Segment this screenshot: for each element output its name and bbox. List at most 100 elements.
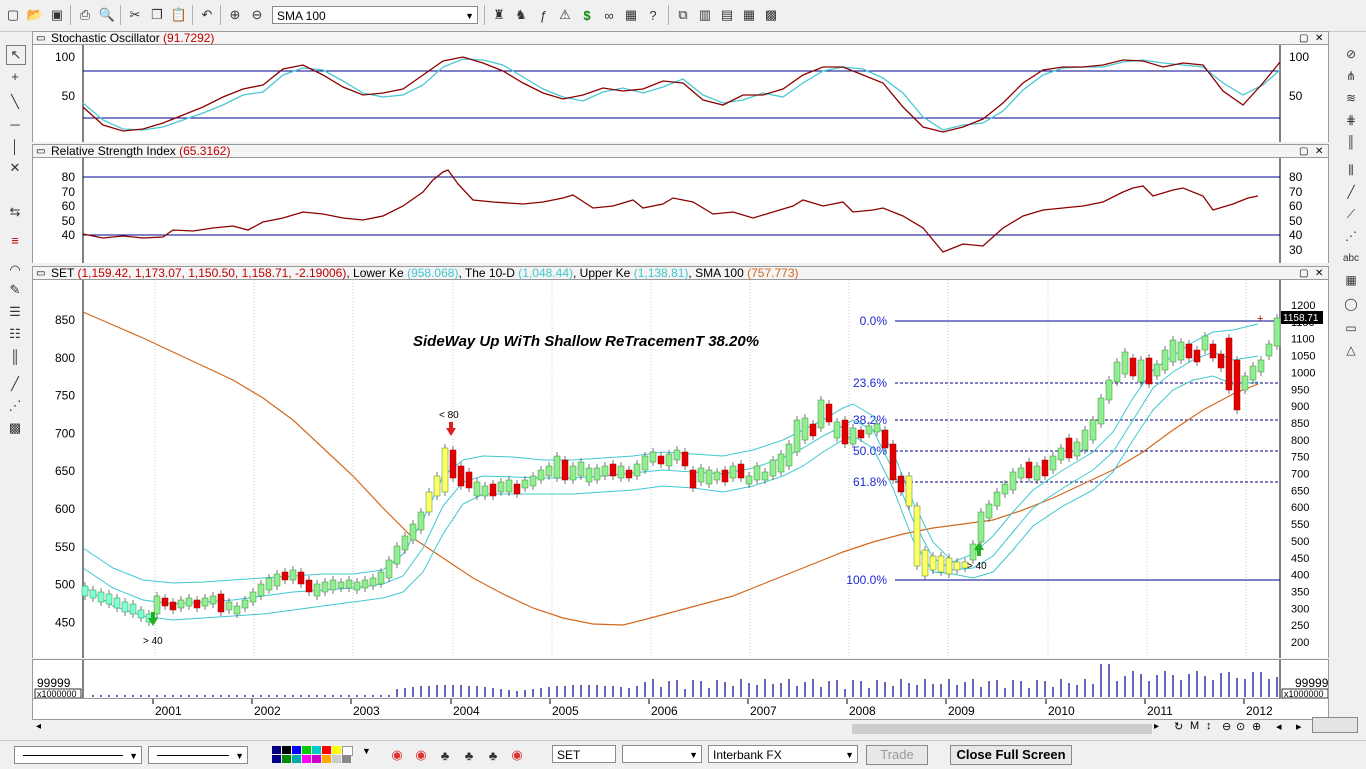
tile-grid-icon[interactable]: ▦ (742, 7, 756, 22)
color-swatch[interactable] (332, 746, 341, 754)
regression-icon[interactable]: ≋ (1345, 91, 1357, 105)
group-icon[interactable]: ♣ (440, 747, 450, 763)
color-swatch[interactable] (282, 755, 291, 763)
close-icon[interactable]: ✕ (1315, 33, 1324, 44)
paste-icon[interactable]: 📋 (170, 7, 188, 22)
gann-icon[interactable]: ⊘ (1345, 47, 1357, 61)
help-icon[interactable]: ? (649, 7, 657, 23)
cycle-icon[interactable]: ⫼ (1348, 162, 1354, 177)
color-swatch[interactable] (302, 746, 311, 754)
dollar-icon[interactable]: $ (583, 7, 591, 23)
page-right-icon[interactable]: ▸ (1296, 721, 1302, 733)
arc-icon[interactable]: ◠ (9, 262, 21, 277)
color-swatch[interactable] (272, 746, 281, 754)
color-swatch[interactable] (272, 755, 281, 763)
fan-icon[interactable]: ⋰ (8, 398, 22, 413)
indicator-icon[interactable]: ♞ (515, 7, 527, 22)
chrome-icon[interactable]: ◉ (511, 747, 523, 762)
feed-select[interactable]: Interbank FX ▼ (708, 745, 858, 763)
close-full-screen-button[interactable]: Close Full Screen (950, 745, 1072, 765)
vertical-resize-icon[interactable]: ↕ (1206, 720, 1212, 732)
crosshair-icon[interactable]: ⊕ (229, 7, 241, 22)
color-swatch[interactable] (292, 746, 301, 754)
zoom-icon[interactable]: ⊖ (251, 7, 263, 22)
indicator-select[interactable]: SMA 100 ▼ (272, 6, 478, 24)
chrome-icon[interactable]: ◉ (415, 747, 427, 762)
color-swatch[interactable] (322, 755, 331, 763)
crosshair-tool-icon[interactable]: + (11, 68, 19, 84)
close-icon[interactable]: ✕ (1315, 268, 1324, 279)
line-tool-icon[interactable]: ╱ (11, 376, 19, 391)
color-swatch[interactable] (292, 755, 301, 763)
new-file-icon[interactable]: ▢ (6, 7, 20, 22)
tile-vertical-icon[interactable]: ▥ (698, 7, 712, 22)
zoom-in-icon[interactable]: ⊕ (1252, 721, 1262, 733)
overview-thumbnail[interactable] (1312, 717, 1358, 733)
pencil-icon[interactable]: ✎ (9, 282, 21, 297)
scroll-left-icon[interactable]: ◂ (36, 721, 42, 732)
horizontal-scrollbar[interactable]: ◂ ▸ (32, 720, 1162, 738)
table-icon[interactable]: ▦ (624, 7, 638, 22)
cross-tool-icon[interactable]: ✕ (9, 160, 21, 175)
cut-icon[interactable]: ✂ (129, 7, 141, 22)
bars-icon[interactable]: ║ (10, 348, 20, 364)
group-icon[interactable]: ♣ (464, 747, 474, 763)
scroll-right-icon[interactable]: ▸ (1154, 721, 1160, 732)
vertical-line-icon[interactable]: │ (10, 138, 20, 154)
color-swatch[interactable] (312, 755, 321, 763)
color-swatch[interactable] (302, 755, 311, 763)
refresh-icon[interactable]: ↻ (1174, 721, 1184, 733)
rectangle-icon[interactable]: ▭ (1345, 321, 1357, 335)
ray-fan-icon[interactable]: ⟋ (1346, 206, 1356, 221)
undo-icon[interactable]: ↶ (201, 7, 213, 22)
pointer-icon[interactable]: ↖ (6, 45, 26, 65)
close-icon[interactable]: ✕ (1315, 146, 1324, 157)
maximize-icon[interactable]: ▢ (1299, 268, 1309, 279)
flag-icon[interactable]: ≡ (11, 232, 19, 248)
panel-menu-icon[interactable]: ▭ (36, 146, 46, 157)
grid-tool-icon[interactable]: ▩ (8, 420, 22, 435)
cascade-icon[interactable]: ⧉ (678, 7, 688, 22)
print-icon[interactable]: ⎙ (79, 7, 91, 22)
print-preview-icon[interactable]: 🔍 (98, 7, 116, 22)
text-tool-icon[interactable]: abc (1342, 252, 1360, 264)
speed-lines-icon[interactable]: ⋰ (1345, 229, 1357, 243)
ellipse-icon[interactable]: ◯ (1344, 297, 1358, 311)
tile-horizontal-icon[interactable]: ▤ (720, 7, 734, 22)
symbol-input[interactable]: SET (552, 745, 616, 763)
period-select[interactable]: ▼ (622, 745, 702, 763)
save-icon[interactable]: ▣ (50, 7, 64, 22)
color-swatch[interactable] (342, 755, 351, 763)
channel-icon[interactable]: ⋕ (1345, 113, 1357, 127)
zoom-out-icon[interactable]: ⊖ (1222, 721, 1232, 733)
color-swatch[interactable] (282, 746, 291, 754)
group-icon[interactable]: ♣ (488, 747, 498, 763)
line-width-select[interactable]: ▼ (148, 746, 248, 764)
color-swatch[interactable] (332, 755, 341, 763)
ray-icon[interactable]: ╱ (1347, 185, 1355, 199)
page-left-icon[interactable]: ◂ (1276, 721, 1282, 733)
grid-tool-icon[interactable]: ▦ (1345, 273, 1357, 287)
bars-tool-icon[interactable]: ║ (1346, 135, 1356, 149)
line-style-select[interactable]: ▼ (14, 746, 142, 764)
color-swatch[interactable] (322, 746, 331, 754)
fib-fan-icon[interactable]: ☷ (9, 326, 21, 341)
monthly-button[interactable]: M (1190, 720, 1200, 732)
panel-menu-icon[interactable]: ▭ (36, 268, 46, 279)
trade-button[interactable]: Trade (866, 745, 928, 765)
pitchfork-icon[interactable]: ⋔ (1345, 69, 1357, 83)
chrome-icon[interactable]: ◉ (391, 747, 403, 762)
triangle-icon[interactable]: △ (1346, 343, 1356, 357)
zoom-reset-icon[interactable]: ⊙ (1236, 721, 1246, 733)
horizontal-line-icon[interactable]: ─ (10, 116, 20, 132)
chevron-down-icon[interactable]: ▼ (362, 746, 371, 756)
fib-icon[interactable]: ☰ (9, 304, 21, 319)
color-palette[interactable] (272, 746, 358, 764)
formula-icon[interactable]: ♜ (493, 7, 505, 22)
trendline-icon[interactable]: ╲ (11, 94, 19, 109)
binoculars-icon[interactable]: ∞ (604, 7, 614, 23)
open-folder-icon[interactable]: 📂 (26, 7, 44, 22)
scroll-thumb[interactable] (852, 724, 1152, 734)
panel-menu-icon[interactable]: ▭ (36, 33, 46, 44)
zoom-fit-icon[interactable]: ⇆ (9, 204, 21, 219)
